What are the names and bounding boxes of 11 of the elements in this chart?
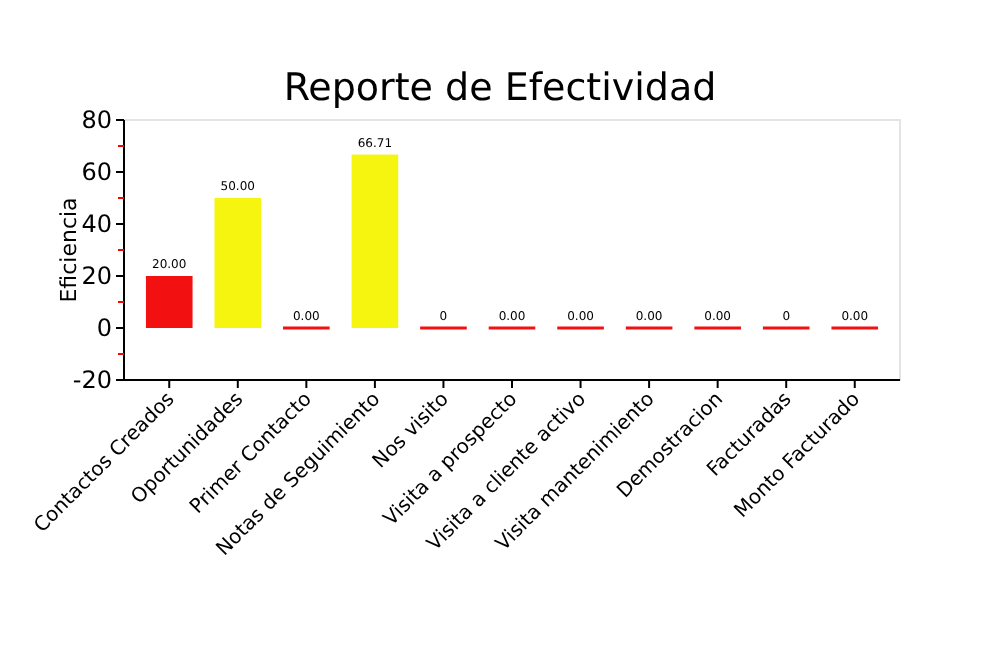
y-tick-label: 0	[96, 314, 112, 342]
bar	[214, 198, 262, 328]
y-tick-label: 20	[81, 262, 112, 290]
bar	[351, 154, 399, 328]
y-tick-label: 60	[81, 158, 112, 186]
y-axis-title: Eficiencia	[56, 197, 82, 303]
bar	[145, 276, 193, 328]
y-tick-label: -20	[72, 366, 112, 394]
y-tick-label: 80	[81, 106, 112, 134]
chart-title: Reporte de Efectividad	[283, 66, 717, 110]
y-tick-label: 40	[81, 210, 112, 238]
